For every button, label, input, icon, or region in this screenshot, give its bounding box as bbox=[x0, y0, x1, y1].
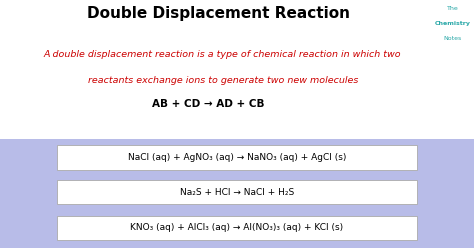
Text: A double displacement reaction is a type of chemical reaction in which two: A double displacement reaction is a type… bbox=[44, 50, 401, 59]
Text: The: The bbox=[447, 6, 458, 11]
FancyBboxPatch shape bbox=[0, 139, 474, 248]
Text: KNO₃ (aq) + AlCl₃ (aq) → Al(NO₃)₃ (aq) + KCl (s): KNO₃ (aq) + AlCl₃ (aq) → Al(NO₃)₃ (aq) +… bbox=[130, 223, 344, 232]
Text: Na₂S + HCl → NaCl + H₂S: Na₂S + HCl → NaCl + H₂S bbox=[180, 188, 294, 197]
Text: Chemistry: Chemistry bbox=[435, 21, 471, 26]
Text: NaCl (aq) + AgNO₃ (aq) → NaNO₃ (aq) + AgCl (s): NaCl (aq) + AgNO₃ (aq) → NaNO₃ (aq) + Ag… bbox=[128, 153, 346, 162]
FancyBboxPatch shape bbox=[57, 145, 417, 170]
FancyBboxPatch shape bbox=[57, 180, 417, 204]
Text: Notes: Notes bbox=[444, 36, 462, 41]
Text: Double Displacement Reaction: Double Displacement Reaction bbox=[87, 6, 349, 21]
FancyBboxPatch shape bbox=[57, 216, 417, 240]
Text: AB + CD → AD + CB: AB + CD → AD + CB bbox=[152, 99, 265, 109]
Text: reactants exchange ions to generate two new molecules: reactants exchange ions to generate two … bbox=[88, 76, 358, 85]
